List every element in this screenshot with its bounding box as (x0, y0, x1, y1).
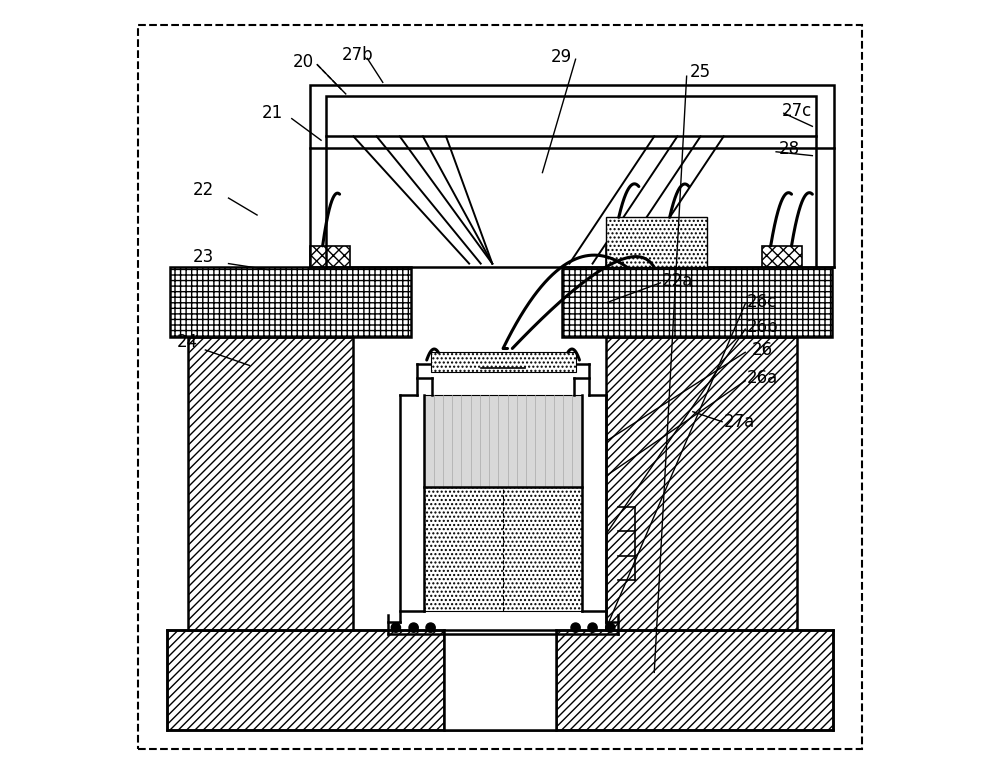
Circle shape (426, 623, 435, 632)
Text: 27c: 27c (782, 102, 812, 120)
Bar (326, 96, 816, 136)
Text: 23: 23 (192, 248, 214, 266)
Text: 22: 22 (192, 181, 214, 200)
Text: 26a: 26a (747, 368, 778, 387)
Bar (167, 630, 444, 730)
Bar (431, 352, 576, 372)
Text: 26c: 26c (747, 293, 777, 311)
Circle shape (606, 623, 615, 632)
Bar (762, 246, 802, 268)
Bar (424, 395, 582, 488)
Circle shape (571, 623, 580, 632)
Circle shape (588, 623, 597, 632)
Bar (444, 630, 556, 730)
Circle shape (409, 623, 418, 632)
Bar (606, 246, 647, 268)
Text: 20: 20 (293, 53, 314, 70)
Bar (556, 630, 833, 730)
Bar (310, 246, 350, 268)
Text: 25: 25 (690, 63, 711, 81)
Text: 21: 21 (262, 104, 283, 122)
Text: 26b: 26b (746, 318, 778, 336)
Bar (310, 84, 834, 148)
Text: 27a: 27a (723, 413, 755, 430)
Text: 27b: 27b (342, 46, 373, 64)
Bar (188, 337, 353, 630)
Text: 29: 29 (551, 48, 572, 66)
Text: 22a: 22a (662, 272, 693, 289)
Text: 26: 26 (752, 341, 773, 359)
Text: 24: 24 (177, 334, 198, 351)
Bar (170, 268, 411, 337)
Bar (424, 488, 582, 611)
Circle shape (391, 623, 401, 632)
Bar (562, 268, 832, 337)
Bar (606, 217, 707, 268)
Bar (606, 337, 797, 630)
Text: 28: 28 (779, 140, 800, 159)
